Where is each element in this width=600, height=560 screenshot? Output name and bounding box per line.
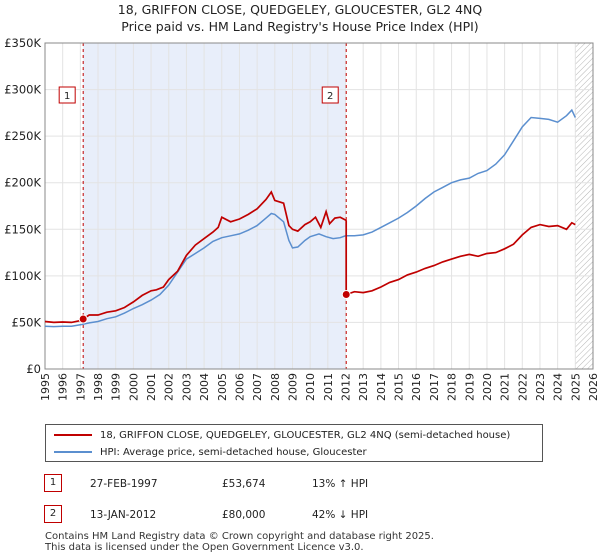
legend-item-property: 18, GRIFFON CLOSE, QUEDGELEY, GLOUCESTER… (54, 427, 510, 444)
x-tick-label: 1996 (57, 373, 70, 401)
sale-marker-point (341, 289, 351, 299)
footer: Contains HM Land Registry data © Crown c… (45, 531, 434, 553)
x-tick-label: 2000 (127, 373, 140, 401)
y-tick-label: £0 (26, 362, 41, 376)
sale-marker-box (58, 86, 76, 104)
legend-swatch-property (54, 434, 92, 436)
x-tick-label: 2023 (534, 373, 547, 401)
x-tick-label: 1995 (39, 373, 52, 401)
transaction-badge: 2 (44, 505, 62, 523)
transaction-hpi-diff: 42% ↓ HPI (312, 509, 369, 521)
ownership-period-shade (83, 43, 347, 369)
x-tick-label: 1999 (110, 373, 123, 401)
x-tick-label: 2022 (516, 373, 529, 401)
y-tick-label: £250K (4, 129, 41, 143)
transaction-price: £53,674 (222, 478, 266, 490)
chart-subtitle: Price paid vs. HM Land Registry's House … (121, 19, 479, 34)
x-tick-label: 2003 (180, 373, 193, 401)
x-tick-label: 2021 (499, 373, 512, 401)
x-tick-label: 2024 (552, 373, 565, 401)
forecast-hatch (575, 43, 593, 369)
chart-title: 18, GRIFFON CLOSE, QUEDGELEY, GLOUCESTER… (117, 2, 483, 17)
transaction-date: 13-JAN-2012 (90, 509, 157, 521)
x-tick-label: 2017 (428, 373, 441, 401)
sale-marker-box (321, 86, 339, 104)
footer-licence: This data is licensed under the Open Gov… (45, 542, 364, 553)
x-tick-label: 2026 (587, 373, 600, 401)
x-tick-label: 2016 (410, 373, 423, 401)
plot-frame (44, 42, 594, 370)
x-tick-label: 2020 (481, 373, 494, 401)
sale-marker-label: 2 (327, 91, 333, 102)
y-tick-label: £200K (4, 176, 41, 190)
x-tick-label: 2005 (216, 373, 229, 401)
transaction-date: 27-FEB-1997 (90, 478, 158, 490)
price-chart: £0 £50K £100K £150K £200K £250K £300K £350K 1995… (4, 36, 600, 401)
x-tick-label: 2015 (393, 373, 406, 401)
transaction-price: £80,000 (222, 509, 266, 521)
transaction-hpi-diff: 13% ↑ HPI (312, 478, 369, 490)
x-tick-label: 2018 (446, 373, 459, 401)
x-tick-label: 2007 (251, 373, 264, 401)
x-tick-label: 2009 (286, 373, 299, 401)
transaction-badge: 1 (44, 474, 62, 492)
sale-marker-label: 1 (64, 91, 70, 102)
legend-label-property: 18, GRIFFON CLOSE, QUEDGELEY, GLOUCESTER… (100, 430, 511, 441)
legend-label-hpi: HPI: Average price, semi-detached house,… (100, 447, 367, 458)
footer-copyright: Contains HM Land Registry data © Crown c… (45, 531, 434, 542)
x-tick-label: 2002 (163, 373, 176, 401)
property-series-line (44, 190, 576, 324)
x-tick-label: 2010 (304, 373, 317, 401)
x-tick-label: 2013 (357, 373, 370, 401)
x-tick-label: 2025 (569, 373, 582, 401)
x-tick-label: 2008 (269, 373, 282, 401)
x-tick-label: 2014 (375, 373, 388, 401)
x-tick-label: 2006 (233, 373, 246, 401)
x-tick-label: 1997 (74, 373, 87, 401)
legend-item-hpi: HPI: Average price, semi-detached house,… (54, 444, 367, 461)
y-tick-label: £100K (4, 269, 41, 283)
legend: 18, GRIFFON CLOSE, QUEDGELEY, GLOUCESTER… (45, 424, 543, 462)
x-tick-label: 2012 (340, 373, 353, 401)
y-tick-label: £50K (12, 315, 42, 329)
x-tick-label: 2011 (322, 373, 335, 401)
x-tick-label: 1998 (92, 373, 105, 401)
legend-swatch-hpi (54, 451, 92, 453)
x-tick-label: 2004 (198, 373, 211, 401)
x-tick-label: 2019 (463, 373, 476, 401)
hpi-series-line (44, 108, 576, 328)
y-tick-label: £150K (4, 222, 41, 236)
sale-marker-point (78, 314, 88, 324)
x-tick-label: 2001 (145, 373, 158, 401)
y-tick-label: £350K (4, 36, 41, 50)
y-tick-label: £300K (4, 83, 41, 97)
